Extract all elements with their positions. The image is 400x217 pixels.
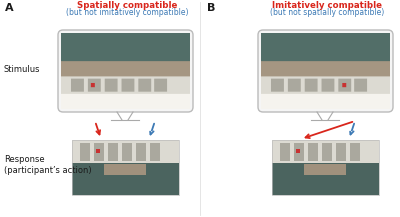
Text: (but not imitatively compatible): (but not imitatively compatible) (66, 8, 188, 17)
Text: A: A (5, 3, 14, 13)
Bar (72, 140, 179, 195)
Text: Imitatively compatible: Imitatively compatible (272, 1, 382, 10)
Text: B: B (207, 3, 215, 13)
FancyBboxPatch shape (258, 30, 393, 112)
Text: Stimulus: Stimulus (4, 64, 40, 74)
Bar (272, 140, 379, 195)
FancyBboxPatch shape (58, 30, 193, 112)
Text: Response
(participant’s action): Response (participant’s action) (4, 155, 92, 175)
FancyBboxPatch shape (59, 31, 192, 111)
Text: (but not spatially compatible): (but not spatially compatible) (270, 8, 384, 17)
Text: Spatially compatible: Spatially compatible (77, 1, 177, 10)
